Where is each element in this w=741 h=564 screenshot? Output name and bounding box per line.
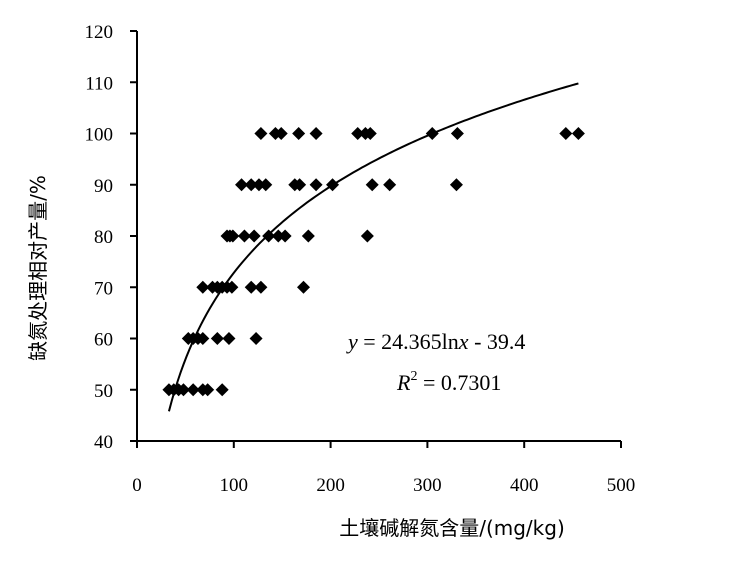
equation-body: = 24.365ln (358, 329, 459, 354)
data-point (559, 127, 573, 140)
data-point (225, 280, 239, 294)
x-tick-label: 500 (607, 475, 636, 496)
trendline (167, 82, 579, 412)
data-point (450, 127, 464, 140)
data-point (196, 332, 210, 345)
y-tick-label: 80 (94, 227, 113, 248)
y-tick-label: 90 (94, 176, 113, 197)
data-point (176, 383, 190, 397)
data-point (309, 178, 323, 192)
data-points (162, 127, 585, 397)
y-tick-label: 60 (94, 330, 113, 351)
data-point (252, 178, 266, 192)
data-point (351, 127, 365, 140)
data-point (186, 383, 200, 397)
equation-tail: - 39.4 (469, 329, 526, 354)
x-tick-label: 100 (220, 475, 249, 496)
data-point (235, 178, 249, 192)
r-exponent: 2 (410, 369, 417, 384)
data-point (296, 280, 310, 294)
data-point (271, 229, 285, 243)
r-squared-value: = 0.7301 (417, 370, 501, 395)
data-point (309, 127, 323, 140)
data-point (244, 178, 258, 192)
data-point (292, 127, 306, 140)
equation-y-symbol: y (346, 329, 358, 354)
y-tick-label: 70 (94, 278, 113, 299)
y-tick-label: 110 (85, 73, 113, 94)
data-point (274, 127, 288, 140)
x-tick-label: 300 (413, 475, 442, 496)
data-point (363, 127, 377, 140)
data-point (222, 332, 236, 345)
axes (130, 30, 622, 448)
r-symbol: R (396, 370, 411, 395)
regression-equation: y = 24.365lnx - 39.4 (346, 329, 525, 354)
data-point (259, 178, 273, 192)
data-point (215, 383, 229, 397)
x-tick-label: 0 (132, 475, 142, 496)
x-tick-labels: 0 100 200 300 400 500 (132, 475, 635, 496)
x-axis-title: 土壤碱解氮含量/(mg/kg) (339, 516, 565, 540)
data-point (365, 178, 379, 192)
y-tick-labels: 40 50 60 70 80 90 100 110 120 (85, 22, 114, 453)
data-point (254, 280, 268, 294)
data-point (247, 229, 261, 243)
x-tick-label: 200 (316, 475, 345, 496)
data-point (201, 383, 215, 397)
y-tick-label: 120 (85, 22, 114, 43)
y-tick-label: 100 (85, 125, 114, 146)
data-point (449, 178, 463, 192)
data-point (360, 229, 374, 243)
data-point (254, 127, 268, 140)
y-axis-title: 缺氮处理相对产量/% (26, 175, 50, 361)
data-point (196, 280, 210, 294)
data-point (301, 229, 315, 243)
data-point (293, 178, 307, 192)
x-tick-label: 400 (510, 475, 539, 496)
r-squared-label: R2 = 0.7301 (396, 369, 501, 395)
data-point (244, 280, 258, 294)
data-point (383, 178, 397, 192)
data-point (571, 127, 585, 140)
data-point (237, 229, 251, 243)
data-point (249, 332, 263, 345)
data-point (278, 229, 292, 243)
y-tick-label: 50 (94, 381, 113, 402)
data-point (226, 229, 240, 243)
equation-x-symbol: x (458, 329, 469, 354)
data-point (210, 332, 224, 345)
y-tick-label: 40 (94, 432, 113, 453)
